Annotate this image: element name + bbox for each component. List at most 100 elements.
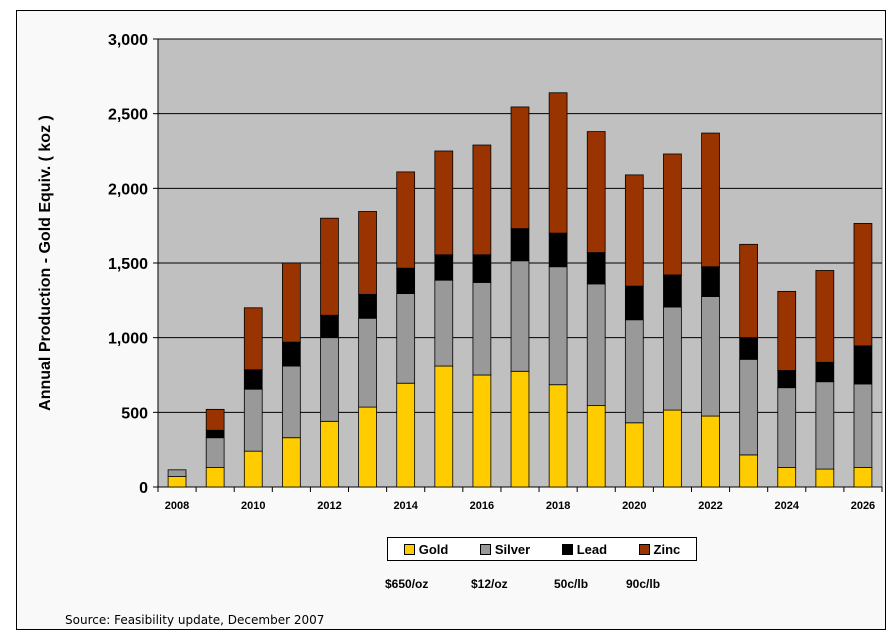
x-tick-label: 2012 (317, 500, 341, 512)
bar-gold-2008 (167, 476, 187, 488)
bar-gold-2011 (282, 437, 301, 488)
bar-zinc-2015 (434, 150, 454, 256)
bar-silver-2024 (777, 387, 797, 468)
legend-swatch-lead (561, 543, 573, 555)
bar-silver-2013 (358, 317, 377, 408)
bar-gold-2024 (777, 467, 797, 488)
x-tick-label: 2022 (698, 500, 722, 512)
bar-gold-2016 (472, 374, 492, 488)
bar-lead-2017 (510, 228, 530, 262)
bar-gold-2015 (434, 365, 454, 488)
y-tick-label: 1,500 (108, 256, 148, 273)
legend-item-lead: Lead (561, 541, 608, 557)
bar-gold-2013 (358, 406, 377, 488)
price-lead: 50c/lb (554, 577, 589, 591)
bar-gold-2026 (853, 467, 873, 488)
chart-frame: 0 500 1,000 1,500 2,000 2,500 3,000 2008 2010 201… (16, 10, 886, 630)
bar-zinc-2017 (510, 106, 530, 230)
bar-lead-2022 (701, 266, 720, 298)
bar-zinc-2019 (586, 131, 606, 253)
bar-silver-2014 (396, 293, 416, 384)
bar-silver-2016 (472, 282, 492, 376)
bar-silver-2023 (739, 358, 758, 456)
bar-zinc-2016 (472, 144, 492, 256)
bar-gold-2020 (624, 422, 644, 488)
bar-lead-2021 (663, 274, 682, 308)
bar-lead-2018 (548, 232, 568, 268)
bar-zinc-2011 (282, 262, 301, 343)
bar-zinc-2014 (396, 171, 416, 269)
x-tick-label: 2020 (622, 500, 646, 512)
legend: Gold Silver Lead Zinc (387, 537, 697, 561)
legend-swatch-gold (403, 543, 415, 555)
bar-silver-2019 (586, 283, 606, 407)
bar-gold-2025 (815, 468, 835, 488)
legend-swatch-silver (479, 543, 491, 555)
y-tick-label: 2,000 (108, 181, 148, 198)
bar-gold-2017 (510, 370, 530, 488)
bar-lead-2024 (777, 370, 797, 389)
bar-gold-2018 (548, 384, 568, 488)
x-tick-label: 2024 (774, 500, 799, 512)
bar-silver-2026 (853, 383, 873, 468)
x-tick-label: 2010 (241, 500, 265, 512)
x-tick-label: 2016 (470, 500, 494, 512)
bar-lead-2023 (739, 337, 758, 360)
legend-label-silver: Silver (494, 541, 531, 557)
bar-gold-2012 (320, 420, 339, 488)
legend-item-silver: Silver (479, 541, 531, 557)
bar-silver-2011 (282, 365, 301, 439)
x-tick-label: 2018 (546, 500, 570, 512)
bar-silver-2015 (434, 279, 454, 367)
bar-lead-2015 (434, 254, 454, 281)
y-tick-label: 2,500 (108, 107, 148, 124)
bar-lead-2020 (624, 285, 644, 321)
bar-lead-2011 (282, 341, 301, 367)
x-tick-label: 2026 (851, 500, 875, 512)
bar-lead-2012 (320, 314, 339, 339)
price-gold: $650/oz (385, 577, 429, 591)
bar-lead-2016 (472, 254, 492, 283)
bar-silver-2018 (548, 266, 568, 386)
bar-lead-2019 (586, 252, 606, 285)
x-tick-label: 2008 (165, 500, 189, 512)
bar-silver-2010 (243, 388, 263, 452)
bar-silver-2009 (205, 437, 225, 468)
bar-silver-2017 (510, 260, 530, 372)
price-silver: $12/oz (471, 577, 508, 591)
y-tick-label: 1,000 (108, 331, 148, 348)
y-tick-label: 0 (139, 480, 148, 497)
legend-label-gold: Gold (418, 541, 449, 557)
y-tick-label: 3,000 (108, 32, 148, 49)
bar-zinc-2012 (320, 217, 339, 316)
bar-lead-2014 (396, 267, 416, 295)
bar-silver-2022 (701, 296, 720, 417)
bar-zinc-2024 (777, 290, 797, 371)
bar-lead-2013 (358, 293, 377, 319)
bar-silver-2012 (320, 337, 339, 422)
bar-gold-2019 (586, 405, 606, 488)
bar-lead-2009 (205, 429, 225, 439)
x-tick-label: 2014 (393, 500, 418, 512)
legend-swatch-zinc (638, 543, 650, 555)
bar-gold-2010 (243, 450, 263, 488)
stacked-bar-chart: 0 500 1,000 1,500 2,000 2,500 3,000 2008 2010 201… (37, 32, 883, 512)
bar-silver-2020 (624, 319, 644, 424)
y-axis-title: Annual Production - Gold Equiv. ( koz ) (37, 115, 54, 411)
bar-zinc-2020 (624, 174, 644, 287)
bar-zinc-2021 (663, 153, 682, 276)
price-zinc: 90c/lb (626, 577, 661, 591)
bar-zinc-2022 (701, 132, 720, 268)
legend-item-gold: Gold (403, 541, 449, 557)
legend-label-lead: Lead (576, 541, 608, 557)
bar-gold-2014 (396, 382, 416, 488)
y-tick-label: 500 (121, 405, 148, 422)
bar-zinc-2013 (358, 211, 377, 295)
source-note: Source: Feasibility update, December 200… (65, 613, 325, 627)
bar-lead-2025 (815, 361, 835, 383)
bar-lead-2026 (853, 345, 873, 385)
bar-zinc-2025 (815, 270, 835, 363)
bar-lead-2010 (243, 369, 263, 390)
bar-gold-2022 (701, 415, 720, 488)
bar-zinc-2018 (548, 92, 568, 234)
